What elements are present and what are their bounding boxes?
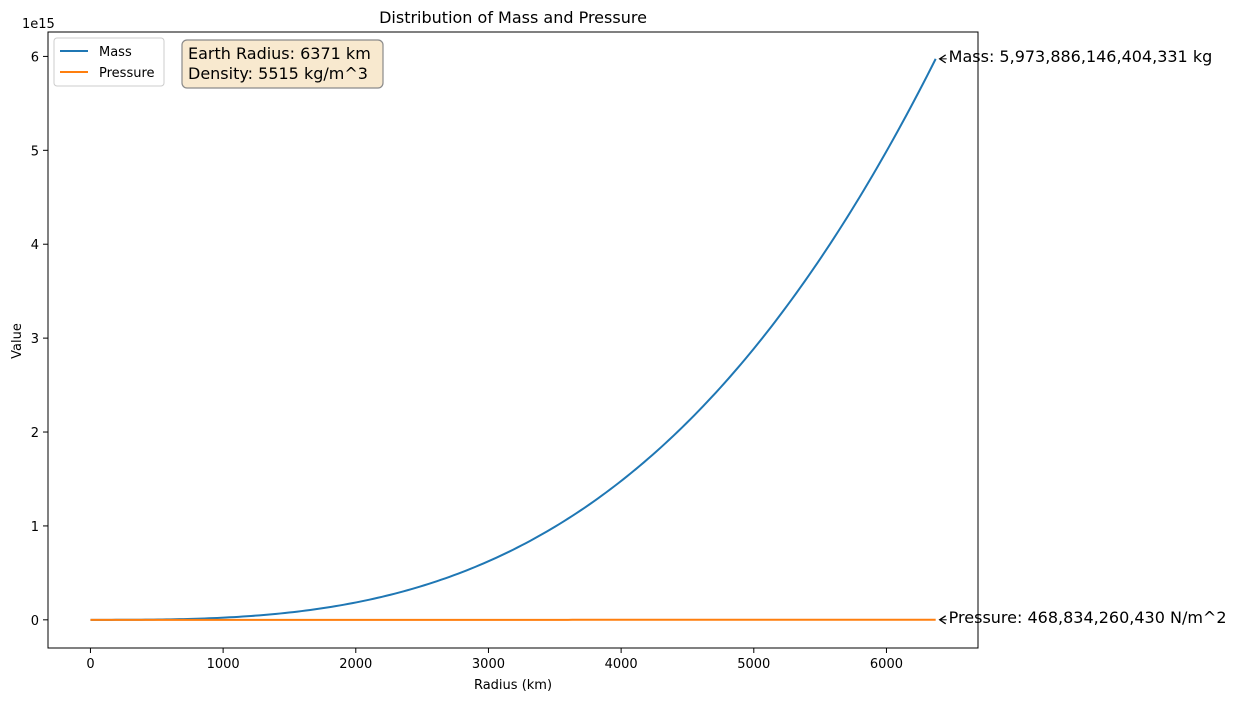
x-tick-label: 4000 xyxy=(605,657,638,672)
y-tick-label: 1 xyxy=(31,520,39,535)
x-tick-label: 5000 xyxy=(737,657,770,672)
chart-title: Distribution of Mass and Pressure xyxy=(379,8,647,27)
y-tick-label: 6 xyxy=(31,50,39,65)
annotation-label-pressure: Pressure: 468,834,260,430 N/m^2 xyxy=(949,608,1227,627)
plot-frame xyxy=(47,31,979,649)
y-offset-label: 1e15 xyxy=(22,17,55,32)
series-line-mass xyxy=(90,58,937,621)
y-tick-label: 5 xyxy=(31,144,39,159)
y-tick-label: 3 xyxy=(31,332,39,347)
x-tick-label: 3000 xyxy=(472,657,505,672)
x-tick-label: 2000 xyxy=(339,657,372,672)
x-tick-label: 1000 xyxy=(207,657,240,672)
y-tick-label: 0 xyxy=(31,614,39,629)
x-axis-title: Radius (km) xyxy=(474,678,552,693)
legend-label-pressure: Pressure xyxy=(99,66,155,81)
plot-area: 0 1000 2000 3000 4000 5000 6000 0 1 2 3 4 5 6 Mass Pres… xyxy=(31,31,1227,672)
annotation-label-mass: Mass: 5,973,886,146,404,331 kg xyxy=(949,47,1213,66)
y-axis-title: Value xyxy=(10,323,25,359)
x-tick-label: 0 xyxy=(86,657,94,672)
y-tick-label: 4 xyxy=(31,238,39,253)
annotation-arrow-head xyxy=(938,615,947,625)
y-tick-label: 2 xyxy=(31,426,39,441)
annotation-arrow-head xyxy=(938,54,947,64)
x-tick-label: 6000 xyxy=(870,657,903,672)
legend-label-mass: Mass xyxy=(99,45,132,60)
info-box-line1: Earth Radius: 6371 km xyxy=(188,44,371,63)
info-box xyxy=(181,39,384,89)
info-box-line2: Density: 5515 kg/m^3 xyxy=(188,64,368,83)
